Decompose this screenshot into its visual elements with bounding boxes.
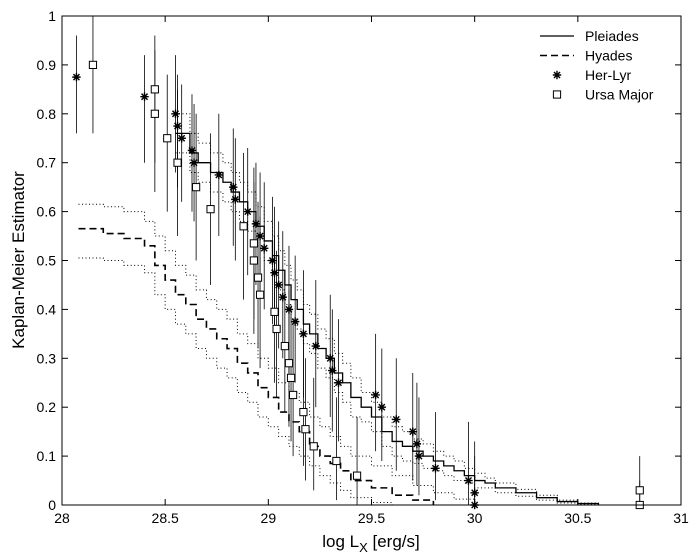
her-lyr-point bbox=[334, 378, 343, 387]
her-lyr-point bbox=[371, 390, 380, 400]
her-lyr-point bbox=[140, 92, 149, 101]
ursa-major-point bbox=[253, 273, 263, 282]
legend-label-pleiades: Pleiades bbox=[585, 28, 639, 44]
ursa-major-point bbox=[635, 486, 644, 495]
ursa-major-point bbox=[309, 442, 318, 451]
legend-label-hyades: Hyades bbox=[585, 48, 632, 64]
ursa-major-point bbox=[280, 341, 289, 351]
y-axis-label: Kaplan-Meier Estimator bbox=[9, 171, 28, 349]
her-lyr-point bbox=[229, 182, 238, 192]
ursa-major-point bbox=[173, 158, 182, 167]
hyades-series bbox=[78, 227, 435, 505]
y-tick-label: 0.8 bbox=[37, 106, 57, 122]
her-lyr-point bbox=[231, 195, 240, 204]
ursa-major-point bbox=[272, 324, 281, 334]
ursa-major-point bbox=[163, 134, 172, 143]
her-lyr-point bbox=[326, 354, 335, 363]
hyades-lower-bound-series bbox=[78, 257, 413, 506]
ursa-major-point bbox=[192, 183, 201, 192]
legend-label-her-lyr: Her-Lyr bbox=[585, 67, 631, 83]
x-tick-label: 30 bbox=[467, 510, 483, 526]
hyades-lower-bound-line bbox=[78, 257, 413, 506]
x-tick-label: 29.5 bbox=[358, 510, 385, 526]
her-lyr-point bbox=[189, 158, 199, 167]
y-tick-label: 0.2 bbox=[37, 399, 57, 415]
x-tick-label: 30.5 bbox=[564, 510, 591, 526]
legend: Pleiades Hyades Her-Lyr Ursa Major bbox=[532, 22, 675, 103]
y-tick-label: 0.7 bbox=[37, 155, 57, 171]
x-tick-label: 28.5 bbox=[152, 510, 179, 526]
her-lyr-point bbox=[431, 464, 440, 473]
x-tick-label: 29 bbox=[261, 510, 277, 526]
her-lyr-point bbox=[278, 292, 287, 302]
her-lyr-point bbox=[464, 476, 473, 485]
ursa-major-point bbox=[206, 205, 215, 214]
ursa-major-point bbox=[255, 290, 265, 299]
her-lyr-point bbox=[311, 341, 320, 351]
x-tick-label: 28 bbox=[54, 510, 70, 526]
ursa-major-point bbox=[284, 359, 294, 368]
her-lyr-point bbox=[260, 244, 269, 253]
her-lyr-point bbox=[214, 170, 224, 180]
hyades-upper-bound-line bbox=[78, 203, 476, 505]
ursa-major-point bbox=[249, 239, 258, 248]
her-lyr-point bbox=[290, 317, 300, 326]
hyades-upper-bound-series bbox=[78, 203, 476, 505]
y-tick-label: 0.6 bbox=[37, 204, 57, 220]
her-lyr-point bbox=[72, 72, 81, 82]
ursa-major-point bbox=[88, 60, 98, 69]
her-lyr-point bbox=[243, 207, 252, 216]
x-tick-label: 31 bbox=[673, 510, 689, 526]
her-lyr-point bbox=[171, 109, 180, 118]
ursa-major-point bbox=[286, 373, 296, 382]
hyades-line bbox=[78, 227, 435, 505]
legend-label-ursa-major: Ursa Major bbox=[585, 87, 654, 103]
her-lyr-point bbox=[187, 146, 197, 155]
her-lyr-point bbox=[328, 366, 337, 375]
her-lyr-point bbox=[299, 329, 308, 339]
legend-box bbox=[532, 22, 675, 100]
ursa-major-point bbox=[150, 85, 159, 94]
ursa-major-point bbox=[299, 407, 308, 417]
y-tick-label: 0.4 bbox=[37, 301, 57, 317]
her-lyr-point bbox=[274, 280, 283, 290]
axis-ticks: 28 28.5 29 29.5 30 30.5 31 0 0.1 0.2 0.3 0.4 0.5 0.6 0… bbox=[37, 8, 689, 526]
her-lyr-point bbox=[408, 427, 417, 436]
y-tick-label: 0.5 bbox=[37, 253, 57, 269]
ursa-major-point bbox=[270, 307, 279, 316]
y-tick-label: 1 bbox=[48, 8, 56, 24]
her-lyr-point bbox=[412, 439, 422, 449]
x-axis-label-main: log L bbox=[322, 532, 359, 551]
y-tick-label: 0 bbox=[48, 497, 56, 513]
ursa-major-point bbox=[288, 390, 298, 400]
y-tick-label: 0.1 bbox=[37, 448, 57, 464]
ursa-major-point bbox=[301, 425, 310, 434]
her-lyr-point bbox=[177, 134, 186, 143]
x-axis-label-units: [erg/s] bbox=[368, 532, 420, 551]
data-layer bbox=[72, 16, 644, 510]
legend-swatch-ursa-major bbox=[552, 90, 562, 99]
legend-swatch-her-lyr bbox=[552, 70, 562, 80]
ursa-major-point bbox=[332, 456, 341, 466]
ursa-major-point bbox=[150, 109, 159, 118]
her-lyr-point bbox=[414, 451, 424, 461]
her-lyr-point bbox=[268, 256, 277, 265]
her-lyr-point bbox=[392, 415, 401, 424]
x-axis-label: log LX [erg/s] bbox=[322, 532, 420, 555]
ursa-major-point bbox=[352, 471, 362, 480]
her-lyr-point bbox=[470, 488, 479, 497]
x-axis-label-subscript: X bbox=[359, 540, 368, 555]
ursa-major-point bbox=[239, 222, 248, 231]
her-lyr-point bbox=[377, 403, 387, 412]
ursa-major-point bbox=[249, 256, 258, 265]
y-tick-label: 0.3 bbox=[37, 350, 57, 366]
her-lyr-point bbox=[251, 219, 261, 229]
y-tick-label: 0.9 bbox=[37, 57, 57, 73]
